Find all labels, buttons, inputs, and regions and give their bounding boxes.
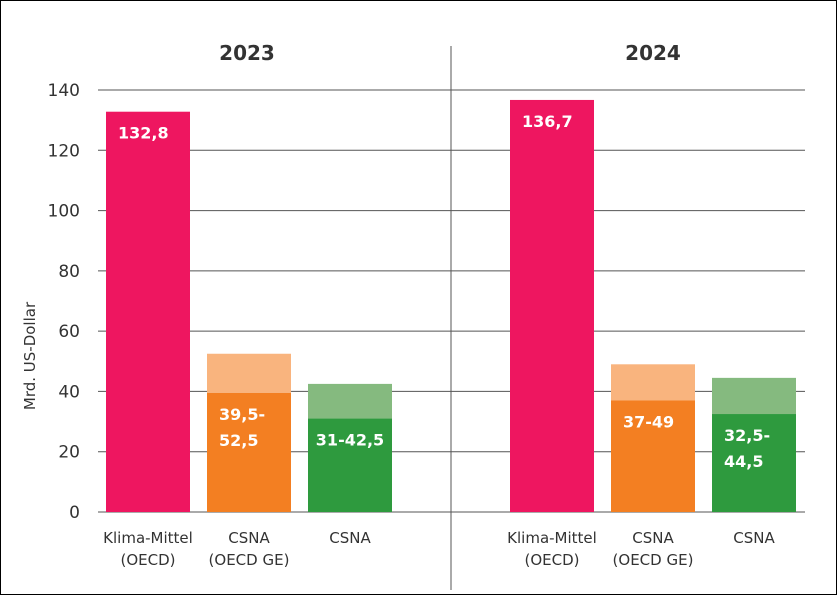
category-label: (OECD) — [120, 551, 175, 569]
y-tick-label: 80 — [58, 262, 80, 282]
y-tick-label: 100 — [48, 202, 80, 222]
data-label: 31-42,5 — [316, 431, 384, 450]
bar-solid-segment — [308, 418, 392, 512]
data-label: 44,5 — [724, 452, 763, 471]
category-label: CSNA — [733, 529, 775, 547]
bar-range-segment — [611, 364, 695, 401]
y-tick-label: 140 — [48, 81, 80, 101]
bar-solid-segment — [611, 400, 695, 512]
bar-solid-segment — [510, 99, 594, 512]
data-label: 37-49 — [623, 412, 674, 431]
category-label: (OECD GE) — [209, 551, 290, 569]
bar-range-segment — [712, 377, 796, 415]
bar-range-segment — [308, 383, 392, 419]
y-tick-label: 120 — [48, 141, 80, 161]
y-tick-label: 60 — [58, 322, 80, 342]
category-label: CSNA — [632, 529, 674, 547]
category-label: CSNA — [228, 529, 270, 547]
panel-title: 2024 — [625, 41, 681, 65]
bar-solid-segment — [106, 111, 190, 513]
category-label: Klima-Mittel — [103, 529, 193, 547]
data-label: 32,5- — [724, 426, 770, 445]
bar-solid-segment — [207, 392, 291, 512]
y-tick-label: 40 — [58, 382, 80, 402]
data-label: 52,5 — [219, 431, 258, 450]
bar-range-segment — [207, 353, 291, 393]
data-label: 136,7 — [522, 112, 573, 131]
bar-solid-segment — [712, 414, 796, 512]
category-label: (OECD) — [524, 551, 579, 569]
category-label: CSNA — [329, 529, 371, 547]
category-label: Klima-Mittel — [507, 529, 597, 547]
data-label: 39,5- — [219, 405, 265, 424]
y-axis-label: Mrd. US-Dollar — [21, 301, 39, 410]
data-label: 132,8 — [118, 124, 169, 143]
panel-title: 2023 — [219, 41, 275, 65]
y-tick-label: 0 — [69, 503, 80, 523]
y-tick-label: 20 — [58, 443, 80, 463]
category-label: (OECD GE) — [613, 551, 694, 569]
